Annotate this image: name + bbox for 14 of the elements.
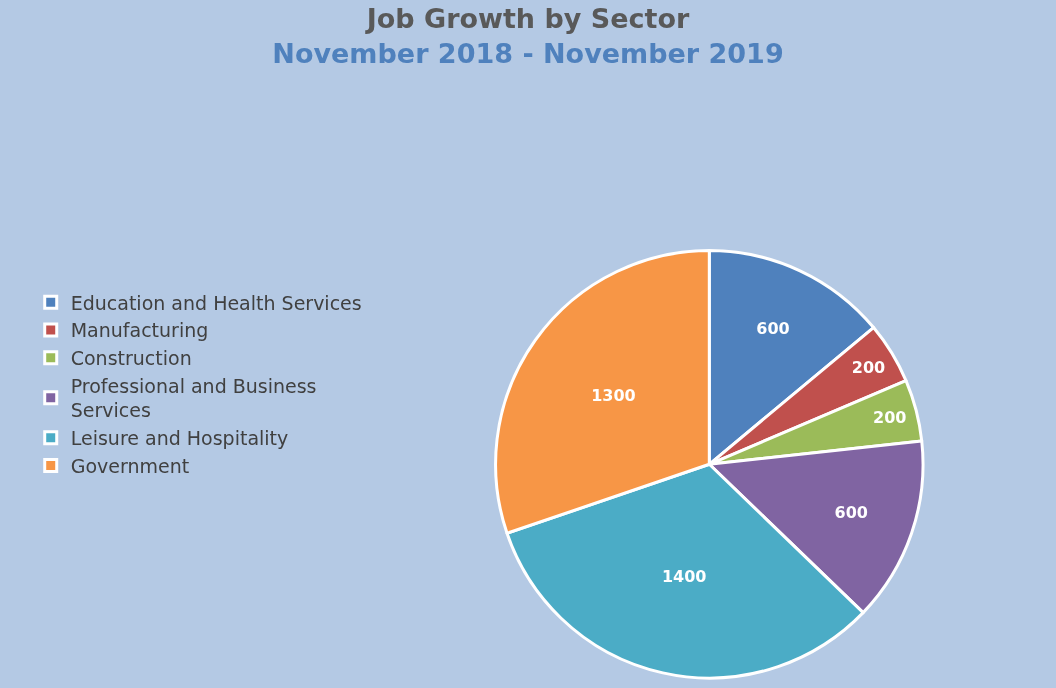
legend-label: Manufacturing bbox=[70, 319, 209, 342]
data-label: 600 bbox=[756, 318, 790, 338]
legend-label: Leisure and Hospitality bbox=[70, 427, 289, 450]
data-label: 200 bbox=[873, 407, 907, 427]
chart-subtitle: November 2018 - November 2019 bbox=[272, 37, 784, 69]
data-label: 1300 bbox=[591, 386, 636, 406]
legend-label: Professional and Business Services bbox=[70, 374, 317, 422]
legend-label: Education and Health Services bbox=[70, 291, 362, 314]
legend-label: Government bbox=[70, 454, 190, 477]
legend-label: Construction bbox=[70, 347, 192, 370]
data-label: 600 bbox=[834, 503, 868, 523]
data-label: 1400 bbox=[661, 567, 707, 587]
chart-title: Job Growth by Sector bbox=[364, 2, 691, 34]
data-label: 200 bbox=[851, 357, 886, 377]
